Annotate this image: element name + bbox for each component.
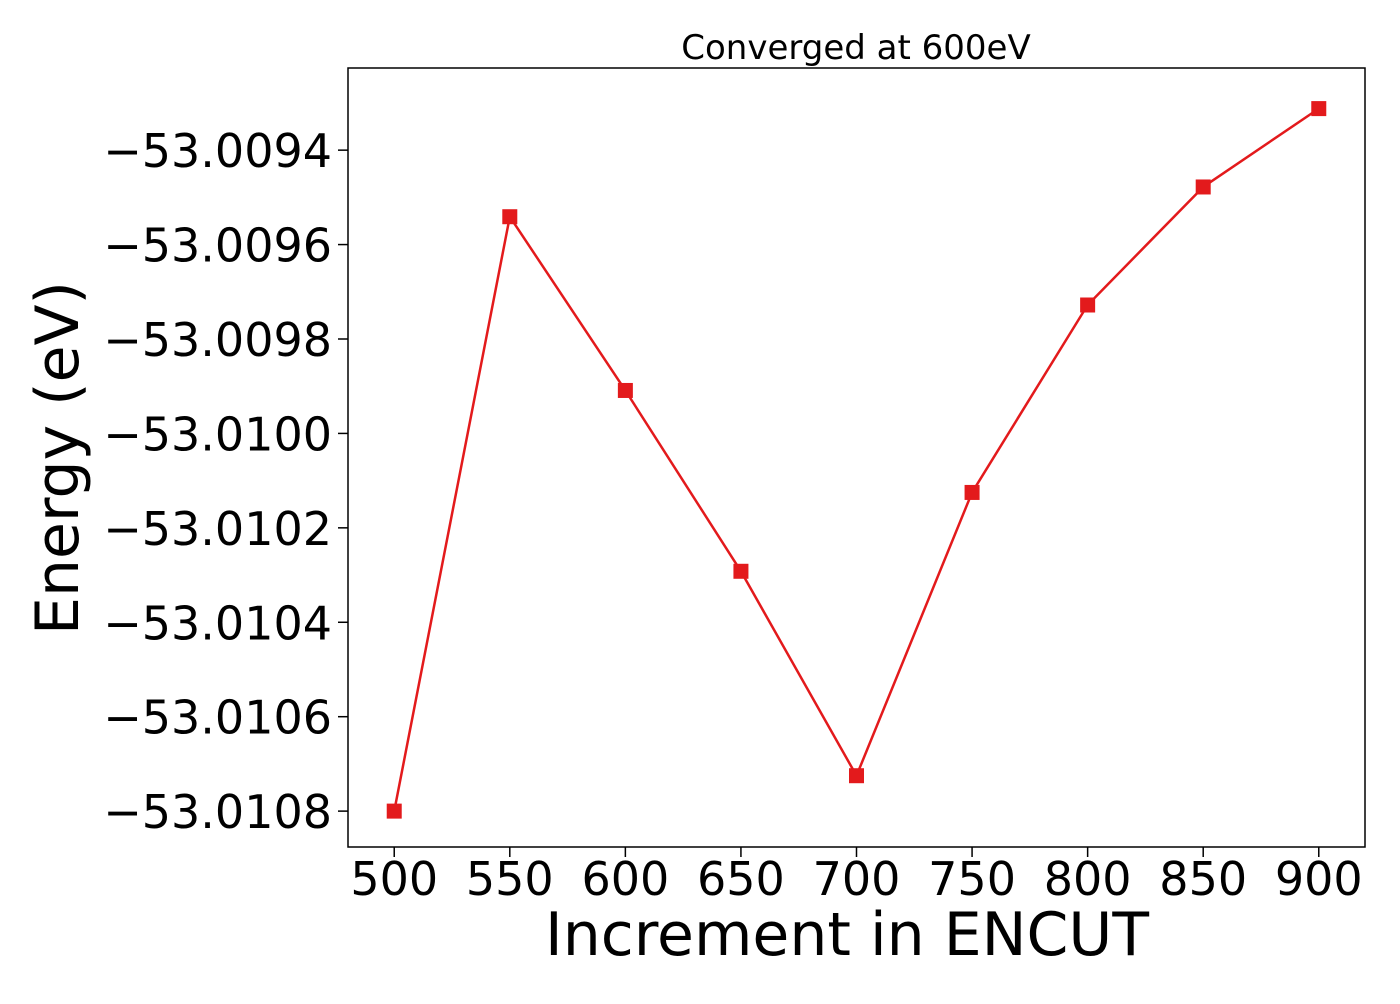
x-tick-label: 700 [813, 852, 901, 906]
y-tick-label: −53.0096 [103, 219, 332, 273]
y-tick-label: −53.0094 [103, 124, 332, 178]
axis-ticks: 500 550 600 650 700 750 800 850 900 −53.0094 −53.0… [103, 124, 1362, 906]
data-point-marker [1195, 179, 1211, 195]
x-tick-label: 900 [1275, 852, 1363, 906]
data-point-marker [502, 209, 518, 225]
x-tick-label: 800 [1044, 852, 1132, 906]
data-point-marker [617, 382, 633, 398]
y-tick-label: −53.0108 [103, 785, 332, 839]
y-tick-label: −53.0104 [103, 596, 332, 650]
x-tick-label: 550 [466, 852, 554, 906]
data-point-marker [1311, 101, 1327, 117]
data-point-marker [386, 803, 402, 819]
x-tick-label: 850 [1159, 852, 1247, 906]
data-point-marker [964, 484, 980, 500]
data-point-marker [849, 768, 864, 784]
x-tick-label: 500 [350, 852, 438, 906]
data-point-marker [733, 563, 749, 579]
y-tick-label: −53.0102 [103, 502, 332, 556]
data-point-marker [1080, 297, 1096, 313]
y-tick-label: −53.0100 [103, 407, 332, 461]
y-tick-label: −53.0098 [103, 313, 332, 367]
x-tick-label: 750 [928, 852, 1016, 906]
x-tick-label: 650 [697, 852, 785, 906]
y-tick-label: −53.0106 [103, 691, 332, 745]
y-axis-label: Energy (eV) [23, 281, 93, 635]
plot-frame [347, 67, 1366, 848]
series-layer [386, 101, 1327, 819]
chart-title: Converged at 600eV [681, 28, 1030, 68]
x-tick-label: 600 [581, 852, 669, 906]
x-axis-label: Increment in ENCUT [545, 900, 1149, 970]
